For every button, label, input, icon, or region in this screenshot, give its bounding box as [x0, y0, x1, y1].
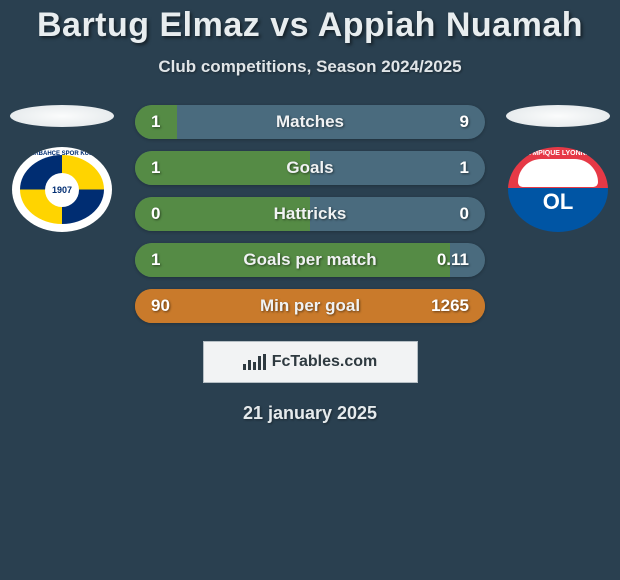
left-club-year: 1907 — [45, 173, 79, 207]
right-club-badge: OLYMPIQUE LYONNAIS OL — [508, 147, 608, 232]
right-club-initials: OL — [543, 189, 574, 215]
stat-bar: 1Goals1 — [135, 151, 485, 185]
footer-box[interactable]: FcTables.com — [203, 341, 418, 383]
subtitle: Club competitions, Season 2024/2025 — [0, 57, 620, 77]
stat-right-value: 0.11 — [437, 250, 469, 270]
stat-label: Matches — [135, 112, 485, 132]
stat-bar: 0Hattricks0 — [135, 197, 485, 231]
stat-label: Goals per match — [135, 250, 485, 270]
left-club-badge: FENERBAHÇE SPOR KULÜBÜ 1907 — [12, 147, 112, 232]
left-side-col: FENERBAHÇE SPOR KULÜBÜ 1907 — [7, 105, 117, 232]
stat-bar: 90Min per goal1265 — [135, 289, 485, 323]
page-title: Bartug Elmaz vs Appiah Nuamah — [0, 6, 620, 45]
right-side-col: OLYMPIQUE LYONNAIS OL — [503, 105, 613, 232]
right-club-name: OLYMPIQUE LYONNAIS — [508, 150, 608, 157]
main-row: FENERBAHÇE SPOR KULÜBÜ 1907 1Matches91Go… — [0, 105, 620, 323]
stat-right-value: 1265 — [431, 296, 469, 316]
stat-label: Hattricks — [135, 204, 485, 224]
stat-right-value: 9 — [460, 112, 469, 132]
left-ellipse — [10, 105, 114, 127]
date-label: 21 january 2025 — [0, 403, 620, 424]
stat-bar: 1Goals per match0.11 — [135, 243, 485, 277]
stats-column: 1Matches91Goals10Hattricks01Goals per ma… — [135, 105, 485, 323]
right-ellipse — [506, 105, 610, 127]
chart-icon — [243, 354, 266, 370]
stat-bar: 1Matches9 — [135, 105, 485, 139]
footer-label: FcTables.com — [272, 353, 378, 371]
stat-right-value: 1 — [460, 158, 469, 178]
stat-label: Goals — [135, 158, 485, 178]
stat-right-value: 0 — [460, 204, 469, 224]
